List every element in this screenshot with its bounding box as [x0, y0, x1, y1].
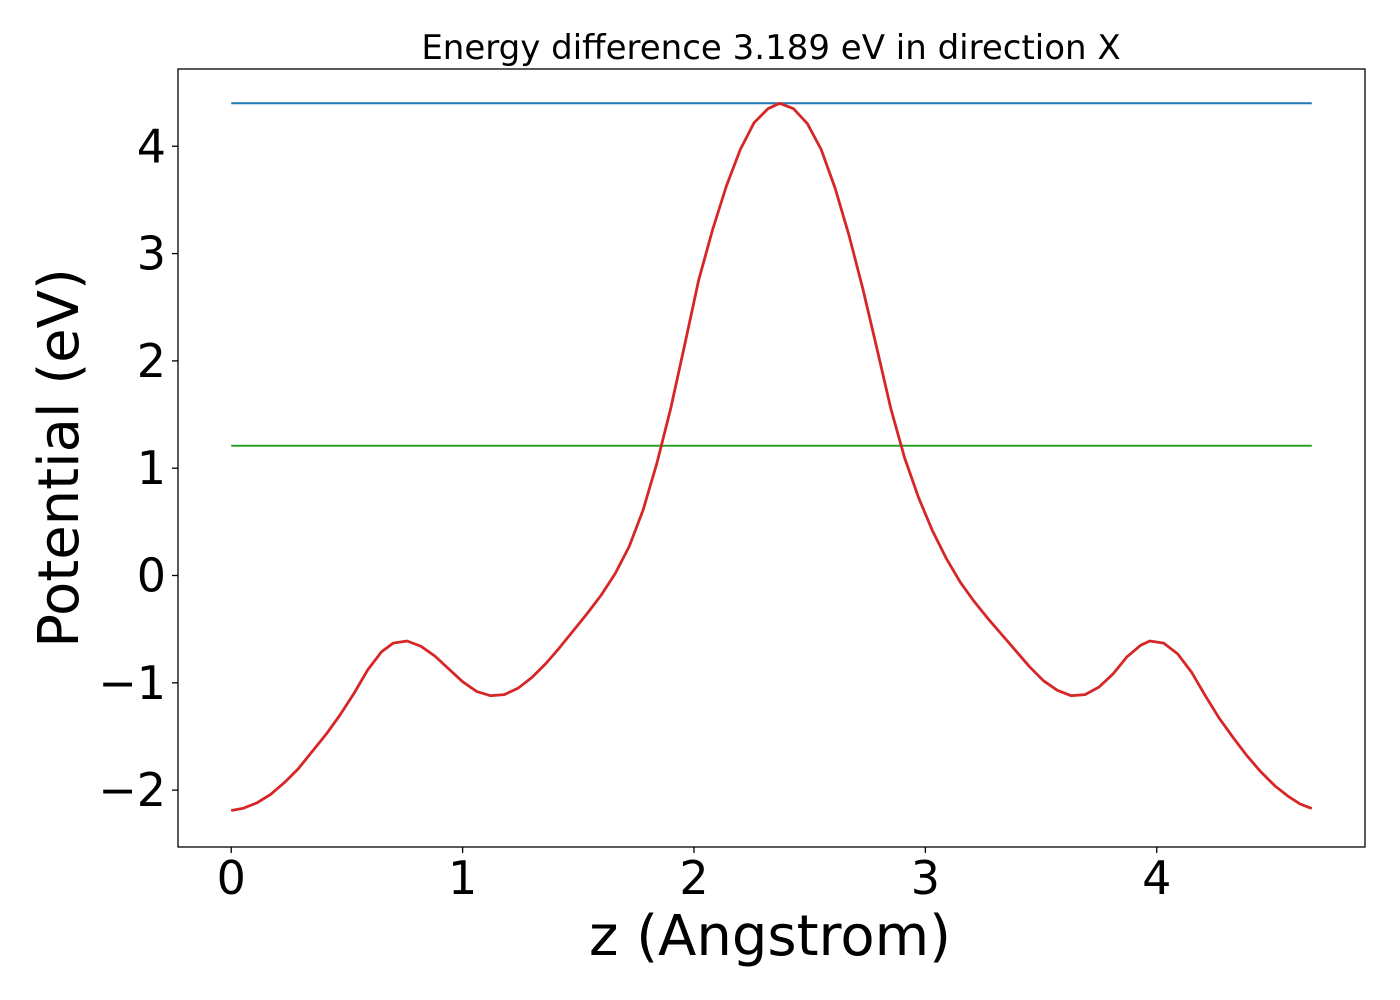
x-tick-label: 4 [1142, 851, 1171, 905]
x-ticks: 0 1 2 3 4 [217, 847, 1171, 905]
y-tick-label: 0 [137, 549, 166, 603]
series-layer [230, 101, 1313, 812]
y-ticks: −2 −1 0 1 2 3 4 [98, 119, 178, 817]
y-tick-label: −1 [98, 656, 166, 710]
series-line-2 [230, 101, 1313, 812]
plot-frame [177, 68, 1366, 848]
chart-title: Energy difference 3.189 eV in direction … [421, 28, 1120, 68]
x-tick-label: 1 [448, 851, 477, 905]
y-tick-label: 1 [137, 441, 166, 495]
x-axis-label: z (Angstrom) [589, 904, 951, 969]
y-tick-label: 3 [137, 227, 166, 281]
y-tick-label: 4 [137, 119, 166, 173]
x-tick-label: 2 [679, 851, 708, 905]
x-tick-label: 3 [911, 851, 940, 905]
x-tick-label: 0 [217, 851, 246, 905]
y-tick-label: 2 [137, 334, 166, 388]
y-tick-label: −2 [98, 763, 166, 817]
y-axis-label: Potential (eV) [27, 268, 92, 648]
